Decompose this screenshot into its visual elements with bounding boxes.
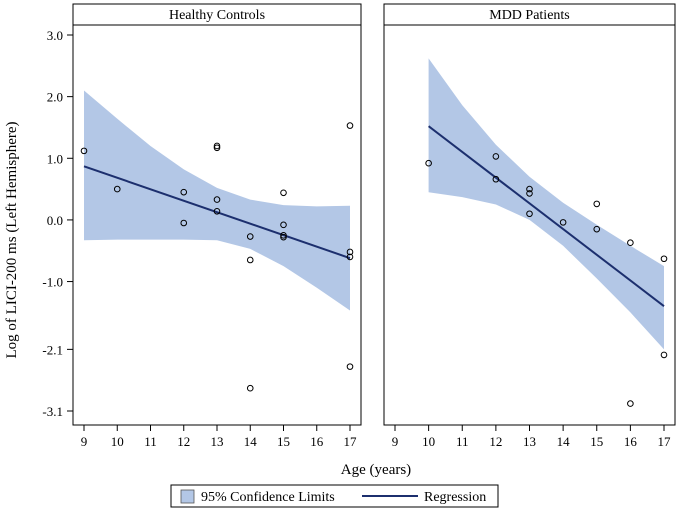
data-point <box>213 144 221 152</box>
data-point <box>526 210 533 218</box>
data-point <box>346 363 354 370</box>
y-tick-label: -1.0 <box>42 275 63 290</box>
data-point <box>492 153 500 160</box>
x-tick-label: 11 <box>144 434 157 449</box>
data-point <box>80 147 88 155</box>
data-point <box>280 189 287 197</box>
x-tick-label: 16 <box>310 434 324 449</box>
x-tick-label: 11 <box>456 434 469 449</box>
ci-band <box>428 58 664 350</box>
x-axis-label: Age (years) <box>341 462 411 478</box>
data-point <box>627 239 634 247</box>
panel-title: Healthy Controls <box>169 8 265 23</box>
data-point <box>559 219 567 226</box>
x-tick-label: 13 <box>523 434 536 449</box>
data-point <box>627 400 634 407</box>
data-point <box>660 255 668 263</box>
data-point <box>280 232 287 239</box>
data-point <box>593 200 601 208</box>
x-tick-label: 17 <box>344 434 358 449</box>
data-point <box>246 233 254 240</box>
y-tick-label: 0.0 <box>47 213 63 228</box>
data-point <box>180 188 188 196</box>
data-point <box>346 248 354 256</box>
panels-layer: Healthy Controls 9 10 11 12 13 14 15 16 17 3.0 2.0 1… <box>42 3 676 449</box>
x-tick-label: 9 <box>392 434 399 449</box>
data-point <box>280 221 287 229</box>
y-tick-label: -3.1 <box>42 404 63 419</box>
x-tick-label: 12 <box>489 434 502 449</box>
ci-band <box>84 90 350 311</box>
data-point <box>660 351 668 359</box>
x-tick-label: 10 <box>111 434 124 449</box>
x-tick-label: 14 <box>244 434 258 449</box>
data-point <box>593 225 601 233</box>
data-point <box>346 122 354 129</box>
legend-ci-label: 95% Confidence Limits <box>201 490 335 505</box>
panel-title: MDD Patients <box>489 8 570 23</box>
data-point <box>213 196 221 203</box>
x-tick-label: 17 <box>658 434 672 449</box>
legend: 95% Confidence Limits Regression <box>170 484 499 508</box>
data-point <box>425 159 432 167</box>
x-tick-label: 13 <box>211 434 224 449</box>
x-tick-label: 10 <box>422 434 435 449</box>
x-tick-label: 9 <box>81 434 88 449</box>
x-tick-label: 15 <box>590 434 603 449</box>
plot-frame <box>383 24 676 426</box>
data-point <box>492 175 500 183</box>
data-point <box>526 190 533 197</box>
x-tick-label: 15 <box>277 434 290 449</box>
data-point <box>346 253 354 261</box>
y-tick-label: 1.0 <box>47 151 63 166</box>
legend-box <box>170 484 499 508</box>
x-tick-label: 14 <box>557 434 571 449</box>
data-point <box>213 207 221 215</box>
regression-line <box>83 165 351 260</box>
data-point <box>246 256 254 264</box>
legend-regression-label: Regression <box>424 490 486 505</box>
y-tick-label: 3.0 <box>47 28 63 43</box>
y-tick-label: 2.0 <box>47 90 63 105</box>
data-point <box>213 142 221 150</box>
data-point <box>526 185 533 193</box>
data-point <box>280 233 287 241</box>
y-tick-label: -2.1 <box>42 342 63 357</box>
legend-ci-swatch <box>180 489 195 504</box>
panel-2: MDD Patients 9 10 11 12 13 14 15 16 17 <box>383 3 676 449</box>
data-point <box>113 185 121 193</box>
data-point <box>180 219 188 227</box>
data-point <box>246 384 254 392</box>
y-axis-label: Log of LICI-200 ms (Left Hemisphere) <box>4 121 20 358</box>
panel-1: Healthy Controls 9 10 11 12 13 14 15 16 17 3.0 2.0 1… <box>42 3 362 449</box>
x-tick-label: 16 <box>624 434 638 449</box>
regression-line <box>428 125 665 308</box>
x-tick-label: 12 <box>177 434 190 449</box>
